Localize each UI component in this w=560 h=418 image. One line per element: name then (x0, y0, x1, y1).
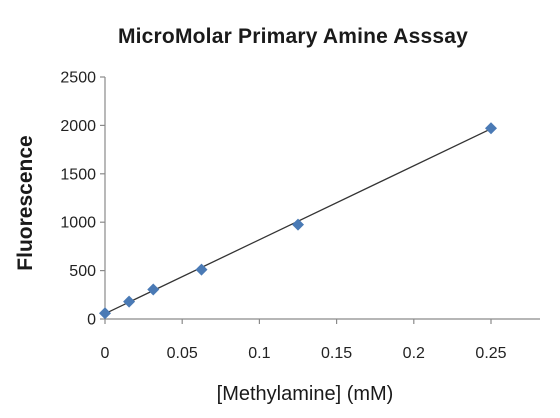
x-axis-label: [Methylamine] (mM) (217, 383, 394, 405)
y-tick-label: 500 (69, 263, 96, 280)
y-tick-label: 0 (87, 312, 96, 329)
data-point (123, 295, 136, 308)
y-axis-label: Fluorescence (14, 135, 37, 270)
plot-area: 0 500 1000 1500 2000 2500 0 0.05 0.1 0.15 0.2 0.25 (60, 70, 540, 362)
data-point (99, 307, 111, 320)
data-point (147, 283, 160, 296)
x-tick-label: 0.2 (403, 345, 425, 362)
y-tick-label: 2000 (60, 118, 96, 135)
chart-title: MicroMolar Primary Amine Asssay (118, 25, 468, 48)
x-tick-label: 0.15 (321, 345, 352, 362)
x-tick-label: 0 (101, 345, 110, 362)
y-tick-label: 2500 (60, 70, 96, 87)
data-point (485, 122, 497, 135)
y-tick-label: 1000 (60, 215, 96, 232)
data-point (195, 263, 208, 276)
y-tick-label: 1500 (60, 166, 96, 183)
data-point (292, 218, 304, 231)
x-tick-label: 0.25 (475, 345, 506, 362)
x-tick-label: 0.1 (248, 345, 270, 362)
x-tick-label: 0.05 (167, 345, 198, 362)
